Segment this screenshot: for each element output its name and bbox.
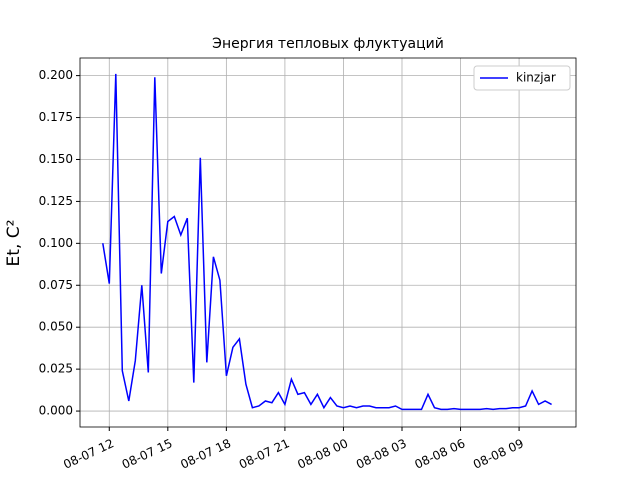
x-tick-label: 08-07 12 — [61, 436, 116, 471]
y-tick-label: 0.100 — [39, 236, 73, 250]
legend-label: kinzjar — [516, 71, 556, 85]
y-tick-label: 0.150 — [39, 152, 73, 166]
legend-box — [473, 65, 571, 91]
y-tick-label: 0.125 — [39, 194, 73, 208]
y-axis-label: Et, C² — [4, 220, 24, 267]
x-tick-label: 08-07 21 — [237, 436, 292, 471]
y-tick-label: 0.025 — [39, 362, 73, 376]
data-line — [102, 73, 552, 411]
chart-title: Энергия тепловых флуктуаций — [212, 36, 444, 52]
x-tick-label: 08-08 09 — [471, 436, 526, 471]
x-tick-label: 08-08 03 — [354, 436, 409, 471]
y-tick-label: 0.050 — [39, 320, 73, 334]
y-tick-label: 0.000 — [39, 404, 73, 418]
y-tick-label: 0.200 — [39, 68, 73, 82]
plot-frame — [79, 57, 577, 428]
x-tick-label: 08-08 06 — [412, 436, 467, 471]
x-tick-label: 08-07 15 — [120, 436, 175, 471]
y-tick-label: 0.175 — [39, 110, 73, 124]
x-tick-label: 08-08 00 — [295, 436, 350, 471]
x-tick-label: 08-07 18 — [178, 436, 233, 471]
y-tick-label: 0.075 — [39, 278, 73, 292]
